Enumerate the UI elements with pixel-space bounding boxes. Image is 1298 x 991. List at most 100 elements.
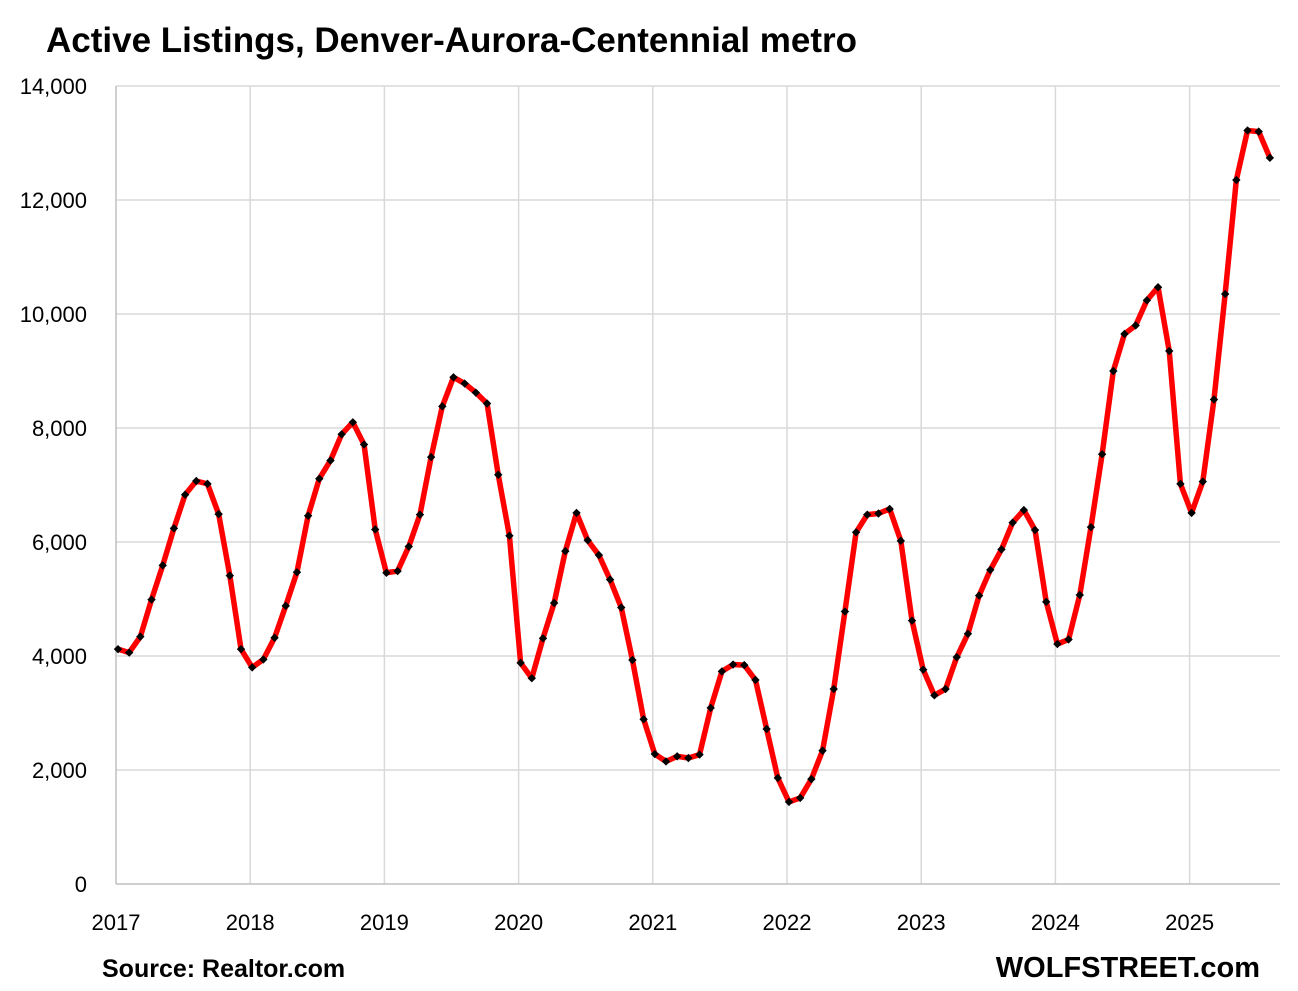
data-point-57 (751, 675, 760, 685)
data-point-95 (1176, 479, 1185, 489)
x-tick-label-2023: 2023 (897, 910, 946, 935)
data-point-86 (1075, 590, 1084, 600)
data-point-33 (482, 399, 492, 408)
data-point-36 (516, 658, 525, 668)
data-point-42 (583, 536, 592, 545)
data-point-18 (315, 474, 324, 483)
axes (115, 86, 1280, 885)
y-tick-label-12000: 12,000 (20, 188, 87, 213)
data-point-48 (650, 749, 659, 759)
data-point-65 (840, 607, 850, 616)
data-point-10 (225, 571, 235, 580)
data-point-1 (124, 648, 134, 657)
data-point-35 (505, 531, 514, 540)
y-tick-label-0: 0 (75, 872, 87, 897)
data-point-17 (303, 511, 313, 520)
series-active-listings (115, 127, 1273, 805)
data-point-31 (460, 379, 469, 388)
series-line (115, 127, 1273, 805)
data-point-88 (1097, 450, 1107, 459)
y-tick-label-14000: 14,000 (20, 74, 87, 99)
data-point-90 (1120, 329, 1129, 339)
data-point-51 (684, 753, 693, 763)
data-point-13 (259, 655, 268, 664)
data-point-75 (952, 652, 961, 662)
data-point-96 (1187, 508, 1196, 518)
data-point-16 (292, 568, 302, 577)
data-point-26 (404, 542, 413, 551)
data-point-50 (672, 752, 682, 761)
data-point-80 (1008, 518, 1017, 527)
data-point-7 (192, 476, 201, 486)
data-point-69 (885, 504, 894, 514)
y-tick-label-6000: 6,000 (32, 530, 87, 555)
data-point-47 (639, 715, 648, 724)
data-point-19 (326, 456, 335, 465)
y-tick-label-4000: 4,000 (32, 644, 87, 669)
data-point-94 (1165, 346, 1174, 356)
x-tick-label-2018: 2018 (226, 910, 275, 935)
data-point-14 (270, 633, 279, 642)
data-points (113, 126, 1275, 807)
data-point-44 (605, 575, 615, 584)
data-point-27 (415, 510, 425, 519)
data-point-82 (1030, 525, 1040, 535)
data-point-2 (136, 632, 145, 641)
data-point-55 (728, 660, 738, 669)
data-point-24 (382, 568, 391, 577)
data-point-21 (348, 418, 358, 427)
data-point-103 (1265, 153, 1275, 163)
data-point-8 (203, 479, 212, 489)
data-point-25 (393, 566, 402, 576)
data-point-77 (974, 591, 984, 600)
data-point-73 (930, 691, 939, 700)
data-point-92 (1142, 296, 1152, 305)
y-tick-label-10000: 10,000 (20, 302, 87, 327)
data-point-64 (829, 684, 838, 694)
data-point-20 (337, 430, 346, 439)
data-point-45 (617, 603, 626, 612)
data-point-41 (572, 508, 581, 518)
x-tick-label-2022: 2022 (763, 910, 812, 935)
data-point-52 (695, 750, 704, 759)
data-point-85 (1064, 635, 1073, 644)
data-point-54 (717, 667, 727, 676)
data-point-9 (214, 509, 223, 519)
brand-label: WOLFSTREET.com (996, 952, 1260, 984)
y-tick-label-8000: 8,000 (32, 416, 87, 441)
data-point-68 (874, 509, 883, 518)
y-tick-label-2000: 2,000 (32, 758, 87, 783)
gridlines (116, 85, 1280, 884)
y-tick-labels: 0 2,000 4,000 6,000 8,000 10,000 12,000 14,000 (20, 74, 87, 897)
data-point-87 (1086, 522, 1096, 532)
data-point-49 (661, 757, 671, 766)
data-point-28 (426, 452, 436, 462)
data-point-98 (1209, 395, 1219, 404)
data-point-59 (773, 773, 783, 783)
data-point-34 (494, 470, 503, 479)
data-point-32 (471, 388, 481, 397)
data-point-58 (762, 724, 771, 734)
data-point-3 (147, 595, 156, 604)
data-point-89 (1109, 366, 1118, 376)
x-tick-label-2024: 2024 (1031, 910, 1080, 935)
data-point-97 (1198, 477, 1207, 486)
data-point-83 (1042, 597, 1051, 607)
data-point-63 (818, 746, 827, 755)
data-point-99 (1220, 289, 1230, 299)
data-point-0 (113, 644, 123, 654)
data-point-62 (807, 774, 816, 784)
data-point-53 (706, 703, 715, 713)
x-tick-label-2021: 2021 (628, 910, 677, 935)
chart-title: Active Listings, Denver-Aurora-Centennia… (46, 21, 857, 60)
x-tick-label-2025: 2025 (1165, 910, 1214, 935)
data-point-78 (986, 565, 995, 575)
data-point-38 (538, 634, 548, 643)
data-point-12 (248, 663, 257, 672)
data-point-72 (919, 665, 928, 674)
data-point-101 (1243, 126, 1252, 135)
data-point-43 (594, 550, 604, 560)
data-point-76 (963, 629, 973, 638)
data-point-67 (863, 510, 872, 519)
